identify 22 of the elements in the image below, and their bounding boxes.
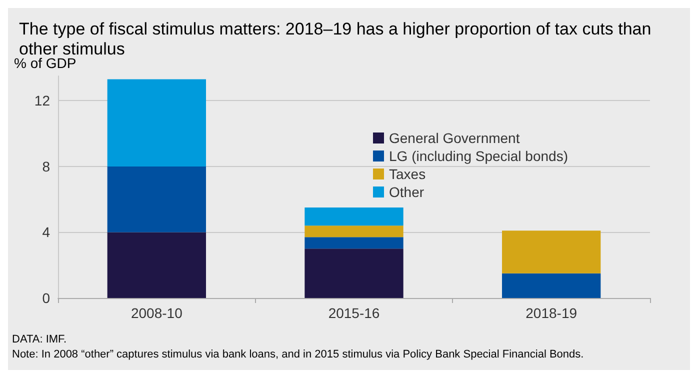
x-tick-label: 2015-16	[328, 305, 380, 321]
bar	[304, 248, 404, 298]
legend-label: Taxes	[389, 166, 426, 182]
bar	[107, 166, 206, 232]
legend-label: General Government	[389, 130, 520, 146]
bar	[502, 230, 601, 274]
x-tick-label: 2008-10	[130, 305, 183, 321]
y-tick-label: 4	[42, 224, 50, 240]
text: DATA: IMF.	[12, 334, 67, 346]
x-tick-label: 2018-19	[526, 305, 578, 321]
y-tick-label: 8	[42, 158, 50, 174]
bar	[304, 226, 404, 238]
legend-label: Other	[389, 184, 424, 200]
y-tick-label: 0	[42, 290, 50, 306]
legend-label: LG (including Special bonds)	[389, 148, 568, 164]
text: Note: In 2008 “other” captures stimulus via bank loans, and in 2015 stimulus via Policy Bank Special Financial Bonds.	[12, 348, 584, 360]
bar	[107, 232, 206, 298]
bar	[107, 79, 206, 166]
bar	[304, 208, 404, 226]
y-tick-label: 12	[34, 92, 50, 109]
bar	[304, 237, 404, 249]
bar	[502, 273, 601, 298]
